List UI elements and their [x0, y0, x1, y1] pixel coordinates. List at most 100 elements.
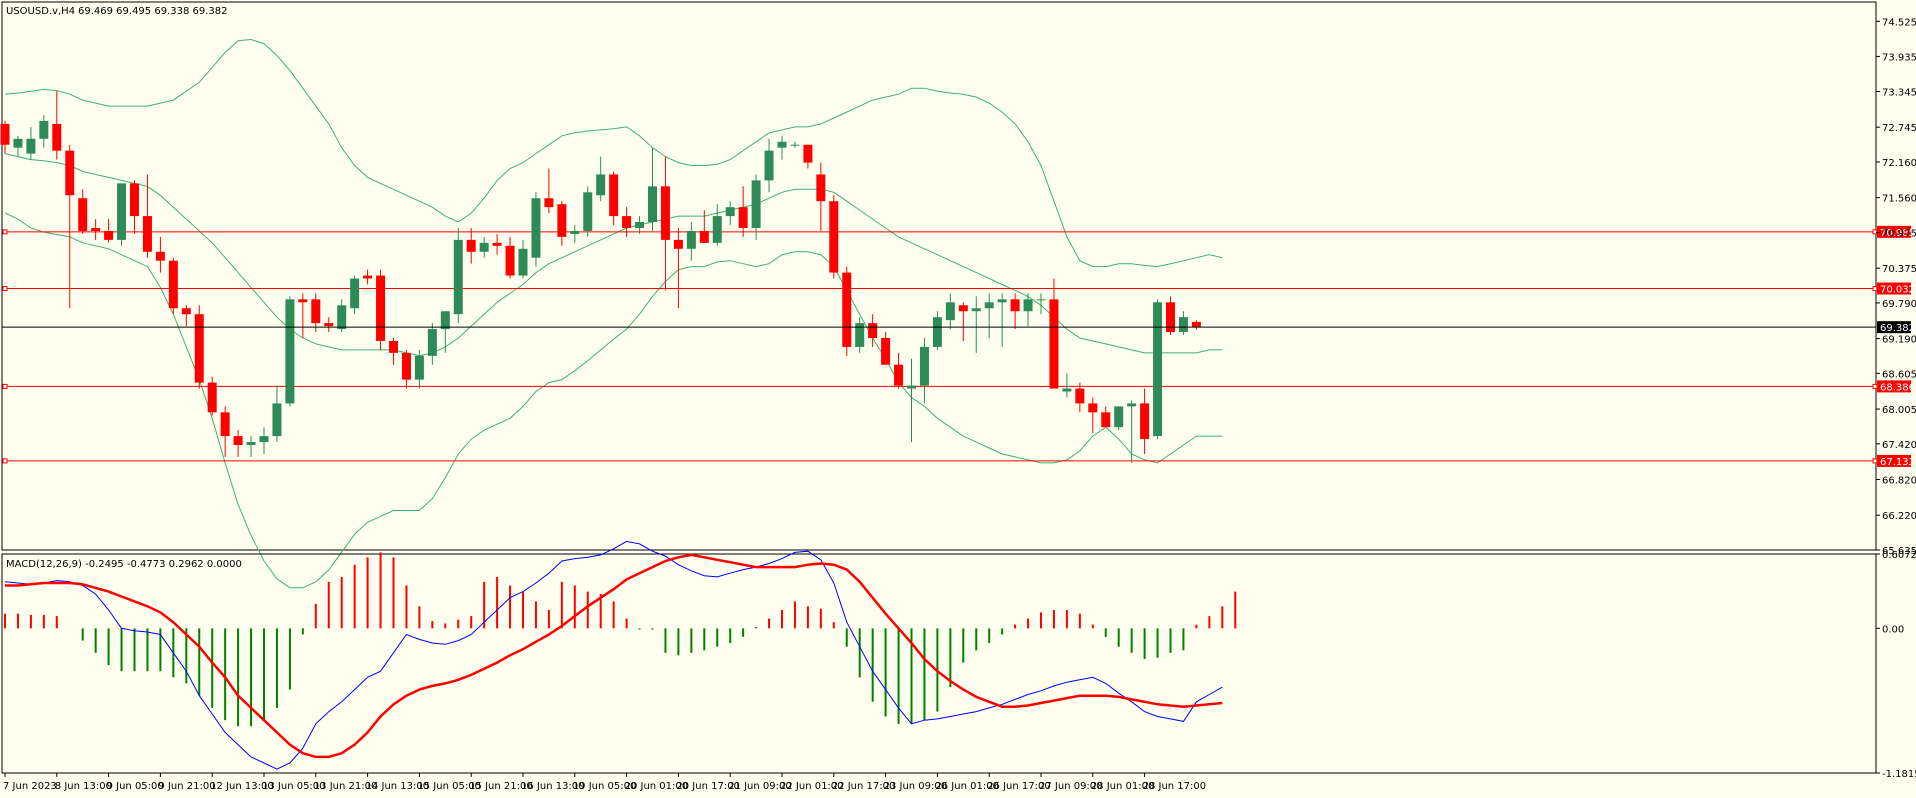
- candle[interactable]: [673, 227, 683, 309]
- candle[interactable]: [583, 186, 593, 237]
- candle[interactable]: [337, 299, 347, 333]
- candle[interactable]: [1010, 293, 1020, 330]
- candle[interactable]: [751, 174, 761, 240]
- candle[interactable]: [26, 126, 36, 160]
- candle[interactable]: [130, 180, 139, 234]
- level-anchor-left[interactable]: [2, 286, 8, 292]
- candle[interactable]: [712, 204, 722, 246]
- candle[interactable]: [648, 147, 657, 231]
- candle[interactable]: [738, 186, 748, 237]
- candle[interactable]: [842, 266, 852, 356]
- candle[interactable]: [790, 141, 800, 148]
- candle[interactable]: [401, 349, 411, 389]
- candle[interactable]: [1062, 373, 1072, 398]
- candle[interactable]: [868, 314, 878, 347]
- candle[interactable]: [155, 236, 165, 273]
- candle[interactable]: [466, 227, 476, 264]
- level-anchor-left[interactable]: [2, 458, 8, 464]
- candle[interactable]: [1127, 400, 1137, 463]
- candle[interactable]: [803, 144, 813, 169]
- candle[interactable]: [557, 201, 567, 246]
- candle[interactable]: [298, 293, 308, 338]
- candle[interactable]: [635, 216, 645, 234]
- candle[interactable]: [1114, 406, 1124, 431]
- candle[interactable]: [207, 376, 217, 416]
- candle[interactable]: [453, 227, 463, 324]
- candle[interactable]: [78, 189, 88, 234]
- candle[interactable]: [816, 162, 826, 231]
- candle[interactable]: [531, 192, 541, 267]
- candle[interactable]: [699, 210, 709, 243]
- candle[interactable]: [932, 311, 942, 350]
- candle[interactable]: [168, 257, 178, 315]
- candle[interactable]: [246, 436, 256, 457]
- candle[interactable]: [777, 135, 787, 160]
- candle[interactable]: [311, 293, 321, 333]
- candle[interactable]: [376, 269, 386, 350]
- candle[interactable]: [1036, 293, 1046, 315]
- candle[interactable]: [220, 406, 230, 457]
- candle[interactable]: [570, 225, 580, 243]
- level-anchor-left[interactable]: [2, 383, 8, 389]
- candle[interactable]: [1191, 320, 1201, 330]
- candle[interactable]: [117, 183, 127, 246]
- candle[interactable]: [233, 430, 243, 457]
- candle[interactable]: [958, 302, 968, 341]
- candle[interactable]: [660, 156, 670, 291]
- level-anchor-right[interactable]: [1872, 286, 1878, 292]
- candle[interactable]: [881, 332, 891, 365]
- candle[interactable]: [350, 275, 360, 315]
- candle[interactable]: [1049, 278, 1059, 389]
- candle[interactable]: [427, 323, 437, 365]
- candle[interactable]: [1088, 397, 1098, 434]
- candle[interactable]: [1140, 388, 1150, 454]
- candle[interactable]: [596, 156, 606, 202]
- candle[interactable]: [414, 349, 424, 389]
- candle[interactable]: [479, 236, 489, 258]
- candle[interactable]: [492, 233, 502, 255]
- level-anchor-right[interactable]: [1872, 383, 1878, 389]
- candle[interactable]: [440, 311, 450, 353]
- level-anchor-right[interactable]: [1872, 229, 1878, 235]
- candle[interactable]: [1023, 293, 1033, 327]
- candle[interactable]: [1178, 311, 1188, 336]
- candle[interactable]: [984, 293, 994, 338]
- candle[interactable]: [52, 91, 62, 160]
- candle[interactable]: [829, 195, 839, 279]
- candle[interactable]: [1101, 406, 1111, 428]
- candle[interactable]: [945, 293, 955, 330]
- candle[interactable]: [725, 201, 735, 226]
- horizontal-levels[interactable]: [2, 229, 1878, 464]
- candle[interactable]: [104, 219, 114, 243]
- candle[interactable]: [389, 337, 398, 365]
- candle[interactable]: [1166, 296, 1175, 336]
- candle[interactable]: [919, 337, 929, 404]
- candle[interactable]: [259, 427, 269, 454]
- candle[interactable]: [609, 171, 619, 226]
- candle[interactable]: [91, 219, 101, 240]
- candles[interactable]: [0, 91, 1201, 463]
- candle[interactable]: [285, 296, 295, 407]
- candle[interactable]: [686, 222, 696, 261]
- candle[interactable]: [907, 358, 916, 443]
- macd-panel[interactable]: MACD(12,26,9) -0.2495 -0.4773 0.2962 0.0…: [1, 540, 1877, 774]
- level-anchor-right[interactable]: [1872, 458, 1878, 464]
- candle[interactable]: [0, 120, 10, 154]
- candle[interactable]: [324, 317, 334, 333]
- level-anchor-left[interactable]: [2, 229, 8, 235]
- candle[interactable]: [764, 138, 774, 193]
- candle[interactable]: [622, 207, 632, 237]
- candle[interactable]: [142, 174, 152, 258]
- candle[interactable]: [1075, 382, 1085, 413]
- candle[interactable]: [272, 385, 282, 443]
- candle[interactable]: [518, 239, 528, 279]
- candle[interactable]: [39, 114, 49, 148]
- price-panel[interactable]: USOUSD.v,H4 69.469 69.495 69.338 69.382: [0, 1, 1878, 589]
- candle[interactable]: [1153, 299, 1163, 440]
- candle[interactable]: [894, 352, 904, 389]
- candle[interactable]: [13, 135, 23, 157]
- candle[interactable]: [505, 236, 515, 279]
- candle[interactable]: [363, 269, 373, 285]
- candle[interactable]: [65, 144, 75, 309]
- candle[interactable]: [544, 168, 554, 214]
